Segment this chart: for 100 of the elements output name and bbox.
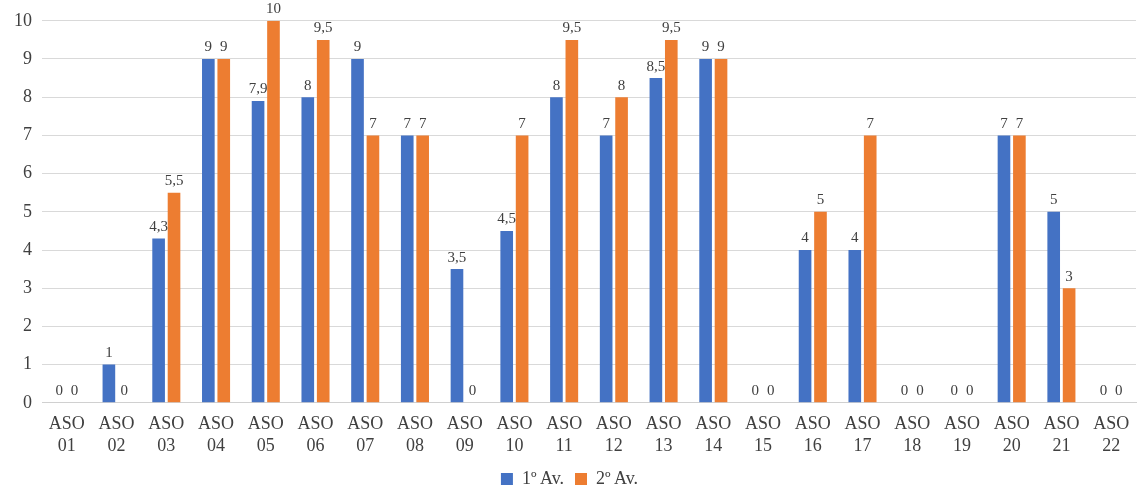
bar xyxy=(301,97,315,403)
data-label: 4 xyxy=(851,229,860,246)
data-label: 9,5 xyxy=(661,19,681,36)
data-label: 8 xyxy=(617,76,626,93)
x-tick-label: ASO 16 xyxy=(794,413,831,455)
data-label: 7 xyxy=(369,114,378,131)
data-label: 9 xyxy=(204,38,213,55)
data-label: 3,5 xyxy=(447,248,467,265)
data-label: 0 xyxy=(468,382,477,399)
bar xyxy=(599,135,613,403)
bar xyxy=(202,59,215,403)
bar xyxy=(366,135,380,403)
data-label: 0 xyxy=(916,382,924,399)
data-label: 0 xyxy=(1115,382,1123,399)
data-label: 9,5 xyxy=(562,19,582,36)
data-label: 4,3 xyxy=(149,217,168,234)
data-label: 7 xyxy=(518,114,527,131)
x-tick-label: ASO 15 xyxy=(745,413,782,455)
bar xyxy=(515,135,529,403)
legend-label: 1º Av. xyxy=(521,467,565,488)
data-label: 4 xyxy=(801,229,810,246)
data-label: 5,5 xyxy=(164,172,184,189)
bar xyxy=(267,20,280,403)
bar xyxy=(615,97,628,403)
y-tick-label: 5 xyxy=(23,200,32,221)
bar xyxy=(1047,211,1061,403)
bar xyxy=(400,135,414,403)
data-label: 0 xyxy=(70,382,79,399)
bar xyxy=(167,192,181,403)
data-label: 0 xyxy=(120,382,129,399)
data-label: 7,9 xyxy=(248,80,268,97)
data-label: 1 xyxy=(105,344,113,361)
x-tick-label: ASO 03 xyxy=(148,413,185,455)
data-label: 0 xyxy=(1099,382,1108,399)
y-tick-label: 0 xyxy=(23,391,32,412)
data-label: 9 xyxy=(353,38,362,55)
x-tick-label: ASO 17 xyxy=(844,413,881,455)
x-tick-label: ASO 05 xyxy=(247,413,284,455)
y-tick-label: 2 xyxy=(23,315,32,336)
bar xyxy=(997,135,1011,403)
x-tick-label: ASO 10 xyxy=(496,413,533,455)
data-label: 0 xyxy=(965,382,974,399)
bar xyxy=(152,238,165,403)
x-tick-label: ASO 20 xyxy=(993,413,1030,455)
y-tick-label: 6 xyxy=(23,162,32,183)
data-label: 0 xyxy=(55,382,63,399)
data-label: 4,5 xyxy=(497,210,517,227)
data-label: 9,5 xyxy=(313,19,333,36)
x-tick-label: ASO 06 xyxy=(297,413,334,455)
bar xyxy=(316,39,330,403)
bar xyxy=(714,59,728,403)
x-tick-label: ASO 14 xyxy=(695,413,732,455)
x-tick-label: ASO 04 xyxy=(198,413,235,455)
data-label: 0 xyxy=(900,382,909,399)
data-label: 7 xyxy=(403,114,412,131)
bar xyxy=(649,78,663,403)
data-label: 8,5 xyxy=(646,57,666,74)
x-tick-label: ASO 13 xyxy=(645,413,682,455)
data-label: 0 xyxy=(950,382,958,399)
y-tick-label: 4 xyxy=(23,238,32,259)
bar xyxy=(351,59,364,403)
data-label: 7 xyxy=(1015,114,1024,131)
x-tick-label: ASO 07 xyxy=(347,413,384,455)
bar xyxy=(798,250,812,403)
bar xyxy=(848,250,862,403)
y-tick-label: 10 xyxy=(14,9,32,30)
x-tick-label: ASO 01 xyxy=(48,413,85,455)
data-label: 7 xyxy=(418,114,427,131)
legend-label: 2º Av. xyxy=(596,467,639,488)
x-tick-label: ASO 09 xyxy=(446,413,483,455)
data-label: 8 xyxy=(304,76,312,93)
bar xyxy=(550,97,563,403)
data-label: 7 xyxy=(866,114,875,131)
x-tick-label: ASO 02 xyxy=(98,413,135,455)
data-label: 9 xyxy=(701,38,710,55)
bar xyxy=(251,101,265,403)
x-tick-label: ASO 22 xyxy=(1093,413,1130,455)
data-label: 5 xyxy=(816,191,825,208)
data-label: 7 xyxy=(602,114,611,131)
data-label: 0 xyxy=(767,382,775,399)
bar xyxy=(102,364,116,403)
bar xyxy=(863,135,877,403)
bar xyxy=(1062,288,1076,403)
data-label: 9 xyxy=(220,38,228,55)
data-label: 9 xyxy=(717,38,725,55)
bar xyxy=(416,135,429,403)
bar xyxy=(565,39,579,403)
data-label: 0 xyxy=(751,382,760,399)
data-label: 8 xyxy=(552,76,561,93)
y-tick-label: 3 xyxy=(23,276,32,297)
y-tick-label: 7 xyxy=(23,124,32,145)
bar xyxy=(664,39,678,403)
x-tick-label: ASO 21 xyxy=(1043,413,1080,455)
x-tick-label: ASO 19 xyxy=(943,413,980,455)
bar xyxy=(1013,135,1026,403)
data-label: 10 xyxy=(265,0,281,17)
x-tick-label: ASO 11 xyxy=(546,413,583,455)
bar xyxy=(217,59,231,403)
bar xyxy=(500,230,514,403)
data-label: 7 xyxy=(1000,114,1009,131)
